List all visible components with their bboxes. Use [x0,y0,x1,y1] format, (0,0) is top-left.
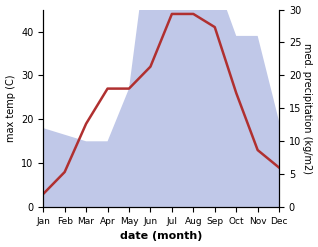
Y-axis label: max temp (C): max temp (C) [5,75,16,142]
X-axis label: date (month): date (month) [120,231,202,242]
Y-axis label: med. precipitation (kg/m2): med. precipitation (kg/m2) [302,43,313,174]
